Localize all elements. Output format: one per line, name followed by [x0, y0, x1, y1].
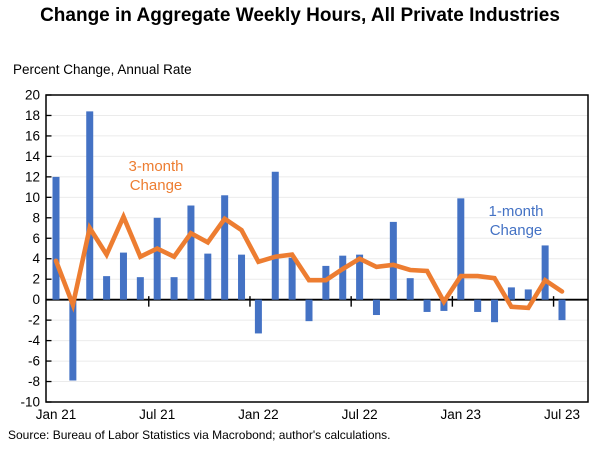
bar-Mar-22: [288, 257, 296, 300]
y-tick-label: -8: [28, 374, 40, 389]
chart-title: Change in Aggregate Weekly Hours, All Pr…: [30, 4, 570, 28]
x-tick-label: Jul 22: [342, 407, 378, 422]
annotation-1-month-line1: 1-month: [488, 203, 544, 220]
bar-Feb-22: [271, 171, 279, 300]
bar-Dec-21: [238, 254, 246, 300]
bar-Jul-23: [558, 299, 566, 321]
x-tick-label: Jan 22: [238, 407, 279, 422]
x-tick-label: Jan 21: [36, 407, 77, 422]
y-tick-label: -10: [20, 395, 40, 410]
bar-Jul-22: [356, 254, 364, 300]
y-axis-title: Percent Change, Annual Rate: [13, 62, 192, 77]
bar-May-21: [119, 252, 127, 300]
bar-Jul-21: [153, 217, 161, 300]
bar-Oct-22: [406, 278, 414, 300]
annotation-3-month-change: 3-month Change: [108, 157, 204, 195]
bar-Jan-21: [52, 176, 60, 300]
y-tick-label: -4: [28, 333, 40, 348]
bar-Nov-21: [221, 195, 229, 300]
annotation-3-month-line1: 3-month: [128, 158, 184, 175]
bar-Mar-23: [491, 299, 499, 323]
chart-title-text: Change in Aggregate Weekly Hours, All Pr…: [40, 5, 560, 26]
y-tick-label: 6: [32, 231, 40, 246]
source-note: Source: Bureau of Labor Statistics via M…: [8, 428, 391, 442]
three-month-change-line: [53, 211, 565, 313]
bar-Feb-23: [474, 299, 482, 312]
bar-Nov-22: [423, 299, 431, 312]
x-tick-label: Jan 23: [441, 407, 482, 422]
annotation-1-month-line2: Change: [489, 222, 543, 239]
y-tick-label: 0: [32, 292, 40, 307]
bar-Feb-21: [69, 299, 77, 381]
bar-Sep-21: [187, 205, 195, 300]
y-tick-label: -6: [28, 354, 40, 369]
y-tick-label: 8: [32, 210, 40, 225]
bar-Sep-22: [389, 221, 397, 300]
annotation-1-month-change: 1-month Change: [468, 202, 564, 240]
y-tick-label: -2: [28, 313, 40, 328]
y-tick-label: 18: [25, 108, 40, 123]
bar-Jun-21: [136, 277, 144, 300]
bar-Jan-23: [457, 198, 465, 300]
bar-Aug-22: [372, 299, 380, 316]
bar-Apr-22: [305, 299, 313, 322]
bar-Apr-21: [103, 276, 111, 300]
y-tick-label: 16: [25, 128, 40, 143]
bar-May-22: [322, 265, 330, 300]
plot-frame: [45, 94, 589, 403]
bar-Jan-22: [254, 299, 262, 334]
annotation-3-month-line2: Change: [129, 177, 183, 194]
bar-Aug-21: [170, 277, 178, 300]
bar-Oct-21: [204, 253, 212, 300]
y-tick-label: 12: [25, 169, 40, 184]
y-tick-label: 14: [25, 149, 41, 164]
bar-May-23: [524, 289, 532, 300]
x-tick-label: Jul 23: [544, 407, 580, 422]
bar-Apr-23: [507, 287, 515, 300]
x-tick-label: Jul 21: [139, 407, 175, 422]
bar-Mar-21: [86, 111, 94, 300]
y-tick-label: 20: [25, 88, 40, 103]
y-tick-label: 4: [32, 251, 40, 266]
bar-Jun-23: [541, 245, 549, 300]
y-tick-label: 2: [32, 272, 40, 287]
y-tick-label: 10: [25, 190, 40, 205]
bar-Jun-22: [339, 255, 347, 300]
